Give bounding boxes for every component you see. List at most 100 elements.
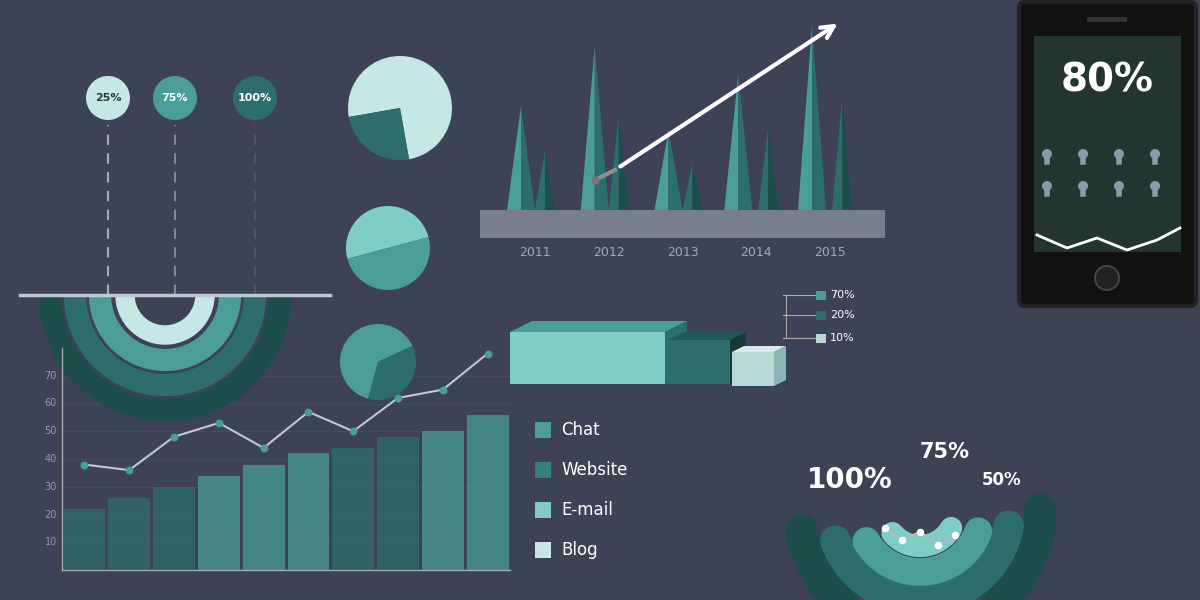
Circle shape — [86, 76, 130, 120]
Text: 2015: 2015 — [814, 246, 846, 259]
Circle shape — [233, 76, 277, 120]
Circle shape — [1114, 149, 1124, 159]
Polygon shape — [595, 46, 608, 210]
Polygon shape — [510, 321, 686, 332]
Text: 10: 10 — [44, 537, 58, 547]
Text: 2011: 2011 — [520, 246, 551, 259]
Bar — [288, 454, 329, 570]
Text: 20%: 20% — [830, 310, 854, 320]
Text: 2013: 2013 — [667, 246, 698, 259]
Point — [74, 460, 94, 469]
Text: 10%: 10% — [830, 333, 854, 343]
Wedge shape — [348, 237, 430, 290]
Circle shape — [1150, 149, 1160, 159]
Text: 40: 40 — [44, 454, 58, 464]
Text: 75%: 75% — [162, 93, 188, 103]
Bar — [198, 476, 240, 570]
Circle shape — [1078, 149, 1088, 159]
Bar — [64, 509, 106, 570]
Polygon shape — [665, 321, 686, 384]
Text: 25%: 25% — [95, 93, 121, 103]
Wedge shape — [348, 56, 452, 159]
Text: 30: 30 — [44, 482, 58, 492]
Polygon shape — [842, 100, 852, 210]
Text: 20: 20 — [44, 509, 58, 520]
Circle shape — [1042, 149, 1052, 159]
Text: 100%: 100% — [238, 93, 272, 103]
Bar — [108, 498, 150, 570]
Circle shape — [1150, 181, 1160, 191]
Wedge shape — [340, 324, 413, 399]
Wedge shape — [349, 108, 409, 160]
Point — [478, 349, 497, 358]
Polygon shape — [738, 74, 752, 210]
Polygon shape — [692, 162, 702, 210]
Polygon shape — [581, 46, 595, 210]
Polygon shape — [774, 346, 786, 386]
Point — [209, 418, 228, 428]
FancyBboxPatch shape — [1019, 2, 1196, 306]
Polygon shape — [619, 114, 629, 210]
Bar — [242, 464, 284, 570]
Polygon shape — [508, 106, 521, 210]
Polygon shape — [725, 74, 738, 210]
Point — [389, 393, 408, 403]
Polygon shape — [608, 114, 619, 210]
Bar — [535, 462, 551, 478]
Text: 70%: 70% — [830, 290, 854, 300]
Bar — [816, 334, 826, 343]
Text: 75%: 75% — [920, 442, 970, 462]
Point — [120, 466, 139, 475]
Bar — [332, 448, 374, 570]
Point — [433, 385, 452, 394]
Text: 2014: 2014 — [740, 246, 772, 259]
Polygon shape — [668, 332, 746, 340]
Point — [343, 427, 362, 436]
Point — [254, 443, 274, 452]
Circle shape — [1114, 181, 1124, 191]
Bar — [535, 542, 551, 558]
Bar — [1087, 17, 1127, 22]
Point — [911, 527, 930, 537]
Text: 50%: 50% — [982, 471, 1022, 489]
Wedge shape — [368, 346, 416, 400]
Point — [299, 407, 318, 416]
Text: Chat: Chat — [562, 421, 600, 439]
Bar — [535, 422, 551, 438]
Polygon shape — [668, 340, 730, 384]
Text: 100%: 100% — [808, 466, 893, 494]
Point — [929, 540, 948, 550]
Polygon shape — [732, 346, 786, 352]
Bar — [480, 210, 886, 238]
Wedge shape — [346, 206, 428, 259]
Text: 60: 60 — [44, 398, 58, 409]
Bar — [377, 437, 419, 570]
Polygon shape — [521, 106, 535, 210]
Polygon shape — [798, 26, 812, 210]
Polygon shape — [812, 26, 826, 210]
Text: 80%: 80% — [1061, 62, 1154, 100]
Bar — [1034, 36, 1181, 252]
Circle shape — [154, 76, 197, 120]
Bar — [816, 291, 826, 300]
Polygon shape — [730, 332, 746, 384]
Text: 70: 70 — [44, 371, 58, 381]
Circle shape — [1042, 181, 1052, 191]
Text: 50: 50 — [44, 426, 58, 436]
Bar — [467, 415, 509, 570]
Polygon shape — [683, 162, 692, 210]
Bar — [154, 487, 194, 570]
Polygon shape — [654, 130, 668, 210]
Text: E-mail: E-mail — [562, 501, 613, 519]
Bar — [422, 431, 463, 570]
Polygon shape — [668, 130, 683, 210]
Text: Website: Website — [562, 461, 628, 479]
Point — [893, 535, 912, 545]
Polygon shape — [545, 150, 554, 210]
Circle shape — [1078, 181, 1088, 191]
Polygon shape — [832, 100, 842, 210]
Bar — [535, 502, 551, 518]
Polygon shape — [732, 352, 774, 386]
Polygon shape — [535, 150, 545, 210]
Point — [164, 432, 184, 442]
